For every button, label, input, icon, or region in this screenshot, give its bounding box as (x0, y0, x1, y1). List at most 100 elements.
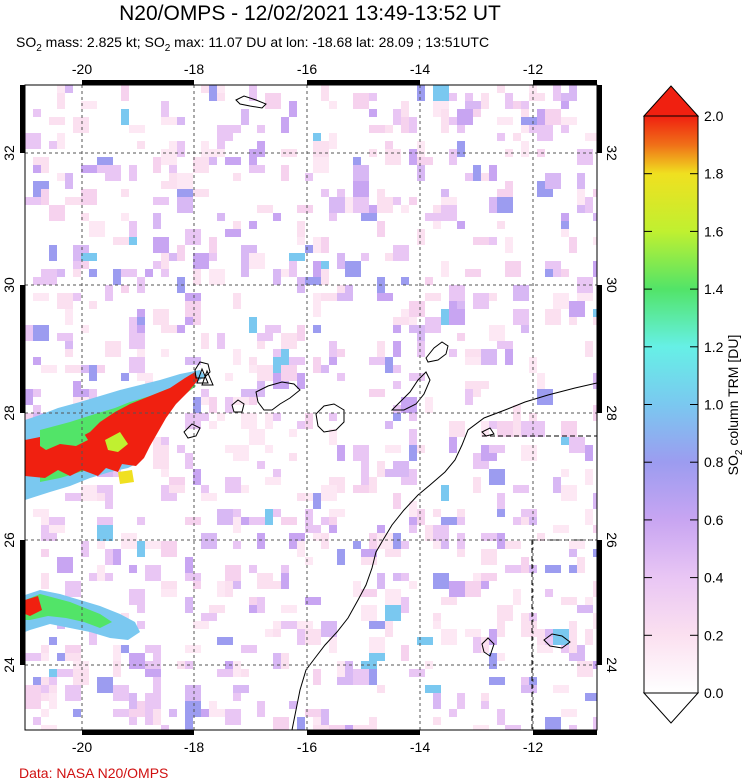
so2-pixel (273, 269, 281, 285)
so2-pixel (513, 421, 521, 437)
so2-pixel (137, 325, 145, 333)
so2-pixel (225, 397, 233, 413)
so2-pixel (545, 173, 561, 189)
so2-pixel (153, 261, 161, 269)
so2-pixel (81, 253, 97, 261)
so2-pixel (489, 469, 505, 485)
so2-pixel (473, 165, 481, 181)
so2-pixel (321, 365, 329, 373)
so2-pixel (545, 717, 561, 730)
so2-pixel (217, 213, 225, 221)
so2-pixel (73, 397, 89, 405)
so2-pixel (281, 573, 289, 589)
so2-pixel (369, 669, 377, 685)
so2-pixel (89, 301, 97, 309)
so2-pixel (561, 469, 569, 477)
so2-pixel (25, 197, 41, 205)
so2-pixel (185, 413, 201, 429)
so2-pixel (249, 165, 265, 173)
so2-pixel (393, 341, 401, 357)
so2-pixel (65, 493, 81, 501)
so2-pixel (473, 725, 489, 730)
so2-pixel (153, 453, 169, 469)
so2-pixel (73, 293, 81, 301)
so2-pixel (545, 629, 553, 637)
so2-pixel (305, 245, 313, 253)
so2-pixel (241, 389, 257, 397)
so2-pixel (585, 133, 597, 141)
so2-pixel (177, 173, 193, 189)
so2-pixel (553, 525, 569, 533)
so2-pixel (153, 213, 161, 229)
so2-pixel (129, 221, 137, 237)
so2-pixel (537, 373, 545, 389)
so2-pixel (81, 485, 97, 501)
so2-pixel (305, 493, 313, 501)
so2-pixel (257, 125, 265, 133)
so2-pixel (561, 421, 577, 437)
so2-pixel (193, 269, 201, 285)
so2-pixel (97, 565, 105, 581)
lat-tick-right: 26 (604, 532, 620, 548)
so2-pixel (505, 149, 513, 157)
so2-pixel (409, 501, 417, 517)
so2-pixel (425, 293, 441, 301)
so2-pixel (57, 293, 73, 309)
so2-pixel (113, 645, 121, 661)
so2-pixel (569, 725, 577, 730)
so2-pixel (305, 509, 313, 525)
so2-pixel (321, 485, 337, 501)
colorbar-label: SO2 column TRM [DU] (725, 335, 743, 476)
so2-pixel (257, 341, 265, 349)
so2-pixel (593, 189, 597, 197)
so2-pixel (225, 581, 233, 597)
so2-pixel (121, 285, 129, 293)
lat-tick-right: 28 (604, 405, 620, 421)
so2-pixel (337, 661, 345, 677)
so2-pixel (449, 437, 457, 453)
lat-tick-left: 30 (1, 277, 17, 293)
so2-pixel (329, 133, 337, 149)
so2-pixel (321, 261, 329, 269)
so2-pixel (521, 557, 529, 573)
so2-pixel (497, 653, 505, 661)
max-text: max: 11.07 DU at lon: -18.68 lat: 28.09 … (170, 34, 490, 50)
so2-pixel (385, 605, 401, 621)
so2-pixel (313, 157, 329, 173)
so2-pixel (161, 117, 177, 125)
colorbar-tick-label: 0.0 (704, 685, 724, 701)
so2-pixel (161, 581, 177, 589)
so2-pixel (513, 589, 521, 605)
so2-pixel (465, 93, 473, 101)
so2-pixel (209, 269, 225, 285)
so2-pixel (249, 365, 257, 373)
so2-pixel (137, 517, 145, 525)
so2-pixel (113, 237, 129, 245)
so2-pixel (529, 517, 537, 525)
so2-pixel (473, 477, 481, 493)
so2-pixel (273, 509, 281, 517)
so2-pixel (145, 693, 161, 709)
so2-pixel (321, 85, 329, 101)
so2-pixel (449, 349, 457, 357)
so2-pixel (249, 429, 265, 445)
so2-pixel (209, 157, 217, 165)
so2-pixel (569, 621, 577, 637)
so2-pixel (321, 269, 329, 285)
lat-tick-left: 32 (1, 145, 17, 161)
so2-pixel (457, 309, 465, 325)
so2-pixel (569, 301, 585, 317)
so2-pixel (185, 357, 201, 365)
so2-pixel (521, 117, 537, 125)
so2-pixel (537, 109, 545, 125)
lon-tick-top: -16 (297, 61, 317, 77)
so2-pixel (121, 269, 137, 277)
so2-pixel (225, 709, 241, 725)
so2-pixel (209, 709, 225, 717)
so2-pixel (505, 541, 521, 549)
so2-pixel (337, 285, 345, 293)
so2-pixel (185, 685, 201, 701)
so2-pixel (329, 509, 345, 517)
so2-pixel (297, 205, 313, 213)
so2-pixel (209, 701, 217, 709)
